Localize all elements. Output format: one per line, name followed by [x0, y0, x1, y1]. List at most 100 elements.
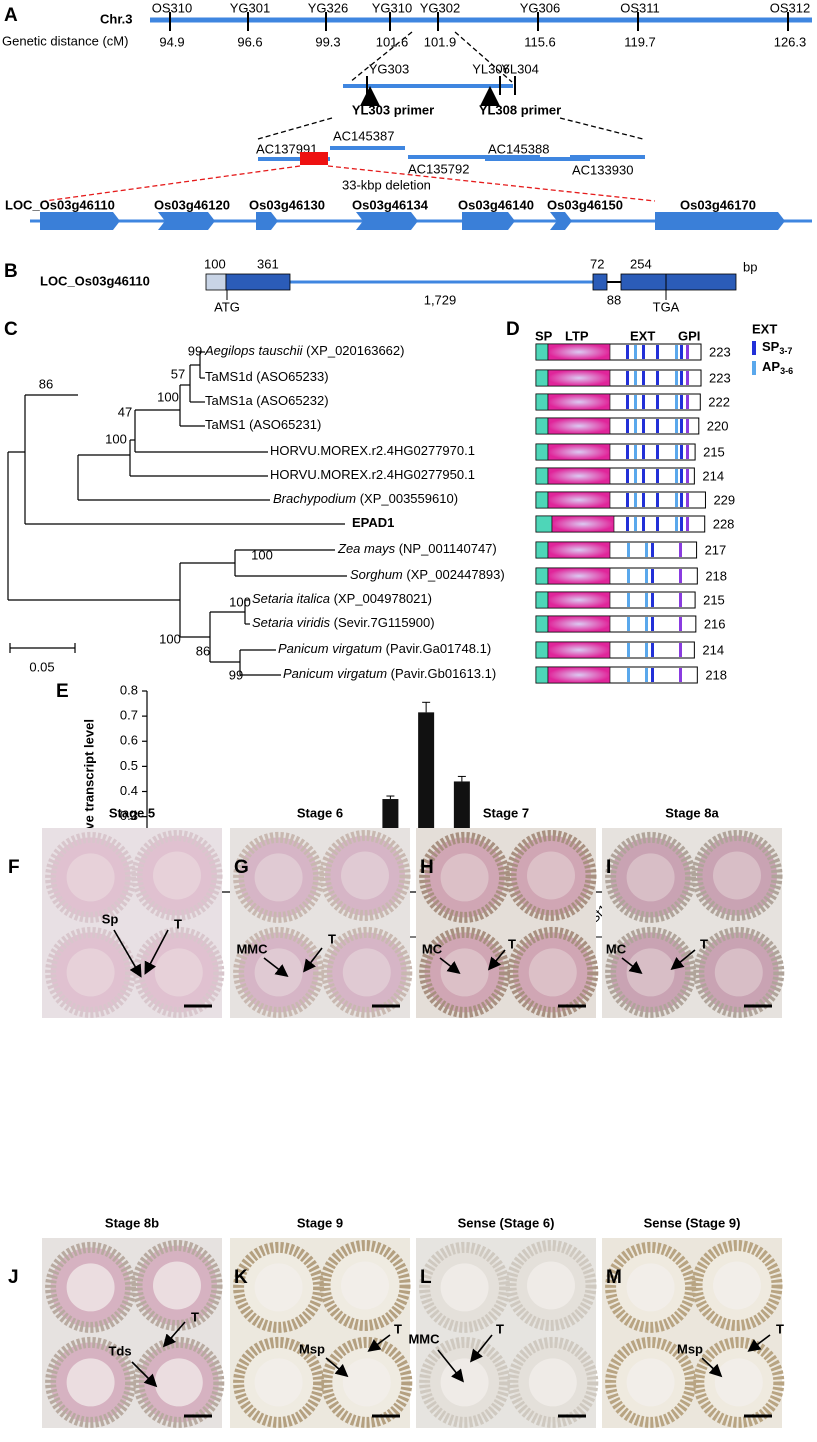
- length-label: 88: [607, 292, 621, 307]
- length-label: 72: [590, 256, 604, 271]
- protein-length: 214: [702, 642, 724, 657]
- locule-lumen: [154, 1358, 203, 1407]
- annotation-arrow: [144, 929, 169, 975]
- ext-motif: [651, 543, 654, 557]
- locule-lumen: [527, 1261, 575, 1310]
- marker-distance: 99.3: [315, 34, 340, 49]
- gene-model: [655, 212, 785, 230]
- primer-label: YL308 primer: [479, 102, 561, 117]
- legend-title: EXT: [752, 321, 777, 336]
- sp-domain: [535, 541, 549, 559]
- length-label: 361: [257, 256, 279, 271]
- gene-label: Os03g46130: [249, 197, 325, 212]
- protein-length: 218: [705, 667, 727, 682]
- bootstrap-value: 47: [118, 404, 132, 419]
- ext-motif: [651, 617, 654, 631]
- anther-locule: [233, 831, 325, 923]
- annotation: MC: [422, 941, 443, 956]
- panel-label: E: [56, 681, 69, 702]
- ext-motif: [626, 469, 629, 483]
- fine-marker-name: YG303: [369, 61, 409, 76]
- ext-motif: [651, 643, 654, 657]
- domain-label: GPI: [678, 328, 700, 343]
- ap-motif: [627, 668, 630, 682]
- ltp-domain: [547, 417, 611, 435]
- bac-label: AC145388: [488, 141, 549, 156]
- zoom-line: [327, 165, 656, 202]
- taxon-name: EPAD1: [352, 515, 394, 530]
- panel-title: Stage 9: [297, 1215, 343, 1230]
- annotation-arrow: [670, 949, 696, 971]
- ap-motif: [634, 395, 637, 409]
- chromosome-label: Chr.3: [100, 11, 133, 26]
- panel-title: Stage 8a: [665, 805, 719, 820]
- locule-lumen: [440, 1358, 489, 1407]
- domain-label: EXT: [630, 328, 655, 343]
- taxon-label: TaMS1d (ASO65233): [205, 369, 329, 384]
- ap-motif: [675, 345, 678, 359]
- ext-motif: [656, 493, 659, 507]
- ltp-domain: [547, 343, 611, 361]
- ltp-domain: [547, 615, 611, 633]
- marker-distance: 115.6: [524, 34, 556, 49]
- panel-title: Sense (Stage 9): [644, 1215, 741, 1230]
- ext-motif: [656, 395, 659, 409]
- marker-name: OS311: [620, 0, 660, 15]
- marker-name: YG326: [308, 0, 348, 15]
- panel-label: I: [606, 857, 611, 878]
- panel-label: D: [506, 319, 520, 340]
- gene-model: [256, 212, 278, 230]
- sp-domain: [535, 369, 549, 387]
- exon: [620, 273, 737, 291]
- gene-label: Os03g46170: [680, 197, 756, 212]
- ltp-domain: [547, 567, 611, 585]
- y-tick-label: 0.3: [120, 808, 138, 823]
- marker-name: YG302: [420, 0, 460, 15]
- ext-motif: [656, 419, 659, 433]
- marker-distance: 101.9: [424, 34, 457, 49]
- locule-lumen: [341, 851, 389, 900]
- gpi-motif: [679, 569, 682, 583]
- annotation: T: [496, 1321, 504, 1336]
- ap-motif: [627, 569, 630, 583]
- ltp-domain: [551, 515, 615, 533]
- anther-locule: [319, 830, 411, 921]
- gpi-motif: [686, 469, 689, 483]
- panel-label: K: [234, 1267, 248, 1288]
- taxon-genus: Panicum virgatum: [283, 666, 387, 681]
- marker-name: YG310: [372, 0, 412, 15]
- ap-motif: [634, 517, 637, 531]
- taxon-label: Zea mays (NP_001140747): [337, 541, 497, 556]
- taxon-label: TaMS1 (ASO65231): [205, 417, 321, 432]
- annotation-arrow: [367, 1334, 391, 1352]
- taxon-label: Brachypodium (XP_003559610): [273, 491, 458, 506]
- annotation: T: [191, 1309, 199, 1324]
- ext-motif: [642, 371, 645, 385]
- locule-lumen: [528, 1358, 577, 1407]
- locule-lumen: [341, 1261, 389, 1310]
- ext-motif: [642, 517, 645, 531]
- ap-motif: [675, 469, 678, 483]
- bootstrap-value: 99: [229, 667, 243, 682]
- taxon-id: TaMS1d (ASO65233): [205, 369, 329, 384]
- panel-label: F: [8, 857, 20, 878]
- zoom-line: [559, 117, 644, 140]
- taxon-label: Panicum virgatum (Pavir.Ga01748.1): [278, 641, 491, 656]
- locule-lumen: [342, 1358, 391, 1407]
- ap-motif: [634, 445, 637, 459]
- protein-length: 216: [704, 616, 726, 631]
- annotation: MMC: [236, 941, 268, 956]
- locule-lumen: [626, 1358, 675, 1407]
- domain-label: LTP: [565, 328, 589, 343]
- ltp-domain: [547, 443, 611, 461]
- sp-domain: [535, 443, 549, 461]
- ext-motif: [651, 569, 654, 583]
- gpi-motif: [686, 517, 689, 531]
- ext-motif: [626, 445, 629, 459]
- protein-length: 217: [705, 542, 727, 557]
- marker-name: YG301: [230, 0, 270, 15]
- legend-label: AP3-6: [762, 359, 793, 376]
- gene-label: LOC_Os03g46110: [5, 197, 115, 212]
- taxon-id: (Sevir.7G115900): [330, 615, 435, 630]
- marker-distance: 96.6: [237, 34, 262, 49]
